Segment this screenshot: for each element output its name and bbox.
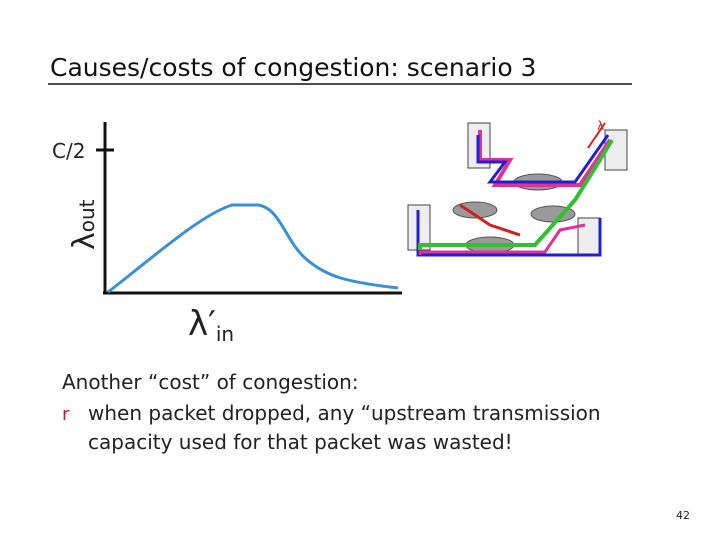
network-diagram	[407, 122, 628, 257]
x-subscript: in	[216, 322, 234, 346]
tick-label: C/2	[52, 139, 85, 163]
network-label: λ	[597, 119, 604, 133]
slide-title: Causes/costs of congestion: scenario 3	[50, 53, 536, 82]
x-symbol: λ′	[188, 304, 216, 344]
throughput-curve	[107, 203, 399, 294]
page-number: 42	[676, 509, 690, 522]
x-axis-label: λ′in	[188, 304, 234, 346]
y-subscript: out	[75, 199, 99, 232]
bullet: r	[62, 404, 70, 425]
bullet-text: when packet dropped, any “upstream trans…	[88, 401, 601, 425]
y-symbol: λ	[67, 232, 102, 250]
bullet-text: capacity used for that packet was wasted…	[88, 430, 513, 454]
y-axis-label: λout	[67, 199, 102, 250]
lead-text: Another “cost” of congestion:	[62, 370, 359, 394]
